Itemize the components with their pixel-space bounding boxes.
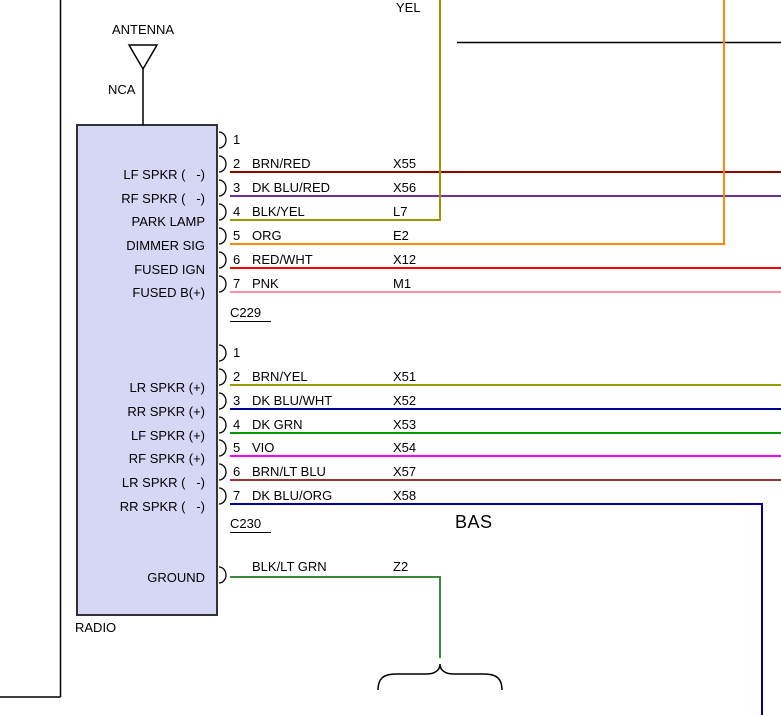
wire-name: BRN/YEL [252,369,308,384]
c229-pin-row-3: 3 DK BLU/RED X56 [233,180,416,196]
wire-name: BRN/RED [252,156,311,171]
circuit-code: X55 [393,156,417,171]
nca-label: NCA [108,82,136,97]
box-label-lf-spkr-pos: LF SPKR (+) [130,428,205,443]
pin-number: 1 [233,345,241,360]
wire-name: ORG [252,228,282,243]
yel-wire-label: YEL [396,0,421,15]
connector-label-c229: C229 [230,305,272,322]
box-label-ground: GROUND [147,570,205,585]
circuit-code: X57 [393,464,417,479]
wire-name: DK BLU/ORG [252,488,333,503]
pin-number: 4 [233,204,241,219]
c229-pin-row-4: 4 BLK/YEL L7 [233,204,407,220]
c230-pin-row-1: 1 [233,345,393,361]
radio-box [76,124,218,616]
pin-number: 5 [233,228,241,243]
pin-number: 1 [233,132,241,147]
c230-pin-row-7: 7 DK BLU/ORG X58 [233,488,416,504]
wire-name: RED/WHT [252,252,313,267]
pin-number: 4 [233,417,241,432]
page-border-line [0,0,62,698]
bas-label: BAS [455,512,493,532]
pin-number: 7 [233,276,241,291]
pin-number: 6 [233,252,241,267]
wire-name: BRN/LT BLU [252,464,326,479]
connector-pin-brackets [218,131,227,584]
wire-name: DK GRN [252,417,303,432]
pin-number: 2 [233,156,241,171]
wire-name: DK BLU/RED [252,180,331,195]
circuit-code: X54 [393,440,417,455]
radio-component-label: RADIO [75,620,117,635]
c230-pin-row-4: 4 DK GRN X53 [233,417,416,433]
offpage-brace-icon [377,663,503,691]
circuit-code: L7 [393,204,408,219]
c229-pin-row-1: 1 [233,132,393,148]
circuit-code: X53 [393,417,417,432]
circuit-code: Z2 [393,559,409,574]
wire-name: BLK/LT GRN [252,559,327,574]
pin-number: 3 [233,393,241,408]
c230-pin-row-3: 3 DK BLU/WHT X52 [233,393,416,409]
circuit-code: X12 [393,252,417,267]
pin-number: 2 [233,369,241,384]
antenna-icon [127,44,159,71]
box-label-lf-spkr-neg: LF SPKR ( -) [123,167,205,182]
wire-org [230,0,725,245]
box-label-lr-spkr-neg: LR SPKR ( -) [121,475,205,490]
ground-pin-row: BLK/LT GRN Z2 [252,559,408,575]
circuit-code: X58 [393,488,417,503]
c229-pin-row-6: 6 RED/WHT X12 [233,252,416,268]
wire-dk-blu-org [230,503,763,715]
connector-label-c230: C230 [230,516,272,533]
box-label-rr-spkr-neg: RR SPKR ( -) [119,499,205,514]
c230-pin-row-6: 6 BRN/LT BLU X57 [233,464,416,480]
box-label-rf-spkr-neg: RF SPKR ( -) [121,191,205,206]
box-label-dimmer-sig: DIMMER SIG [126,238,205,253]
wire-name: VIO [252,440,275,455]
pin-number: 6 [233,464,241,479]
wire-blk-yel [230,0,441,221]
box-label-lr-spkr-pos: LR SPKR (+) [129,380,206,395]
circuit-code: E2 [393,228,409,243]
wire-name: DK BLU/WHT [252,393,333,408]
wire-blk-lt-grn [230,576,441,658]
pin-number: 5 [233,440,241,455]
pin-number: 3 [233,180,241,195]
c229-pin-row-7: 7 PNK M1 [233,276,411,292]
box-label-park-lamp: PARK LAMP [131,214,205,229]
wire-name: BLK/YEL [252,204,305,219]
box-label-fused-ign: FUSED IGN [134,262,205,277]
circuit-code: X52 [393,393,417,408]
box-label-fused-b-plus: FUSED B(+) [132,285,205,300]
c229-pin-row-2: 2 BRN/RED X55 [233,156,416,172]
c229-pin-row-5: 5 ORG E2 [233,228,409,244]
wire-name: PNK [252,276,279,291]
circuit-code: X51 [393,369,417,384]
c230-pin-row-5: 5 VIO X54 [233,440,416,456]
antenna-label: ANTENNA [111,22,175,37]
box-label-rf-spkr-pos: RF SPKR (+) [128,451,205,466]
box-label-rr-spkr-pos: RR SPKR (+) [127,404,205,419]
c230-pin-row-2: 2 BRN/YEL X51 [233,369,416,385]
circuit-code: M1 [393,276,412,291]
circuit-code: X56 [393,180,417,195]
pin-number: 7 [233,488,241,503]
